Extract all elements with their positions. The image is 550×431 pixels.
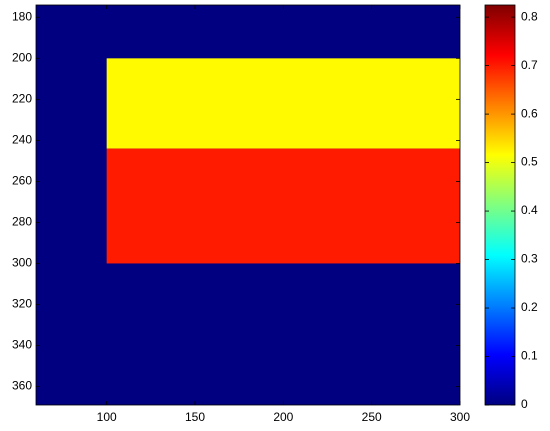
- x-tick-label: 200: [273, 410, 293, 424]
- y-tick-label: 320: [12, 297, 32, 311]
- y-tick-label: 260: [12, 174, 32, 188]
- x-tick-label: 150: [185, 410, 205, 424]
- colorbar-tick-label: 0.4: [521, 203, 538, 217]
- plot-frame: [35, 4, 461, 406]
- y-tick-label: 280: [12, 215, 32, 229]
- x-tick-label: 300: [450, 410, 470, 424]
- colorbar-tick-label: 0.1: [521, 349, 538, 363]
- heat-region: [106, 58, 461, 149]
- colorbar: [484, 4, 516, 406]
- colorbar-tick-label: 0.6: [521, 106, 538, 120]
- y-tick-label: 300: [12, 256, 32, 270]
- x-tick-label: 250: [362, 410, 382, 424]
- y-tick-label: 200: [12, 51, 32, 65]
- colorbar-tick-label: 0.2: [521, 300, 538, 314]
- y-tick-label: 340: [12, 338, 32, 352]
- y-tick-label: 360: [12, 379, 32, 393]
- y-tick-label: 220: [12, 92, 32, 106]
- colorbar-tick-label: 0.7: [521, 58, 538, 72]
- y-tick-label: 240: [12, 133, 32, 147]
- x-tick-label: 100: [97, 410, 117, 424]
- y-tick-label: 180: [12, 9, 32, 23]
- heat-region: [106, 148, 461, 264]
- colorbar-tick-label: 0.8: [521, 9, 538, 23]
- colorbar-tick-label: 0.3: [521, 252, 538, 266]
- colorbar-tick-label: 0: [521, 397, 528, 411]
- colorbar-tick-label: 0.5: [521, 155, 538, 169]
